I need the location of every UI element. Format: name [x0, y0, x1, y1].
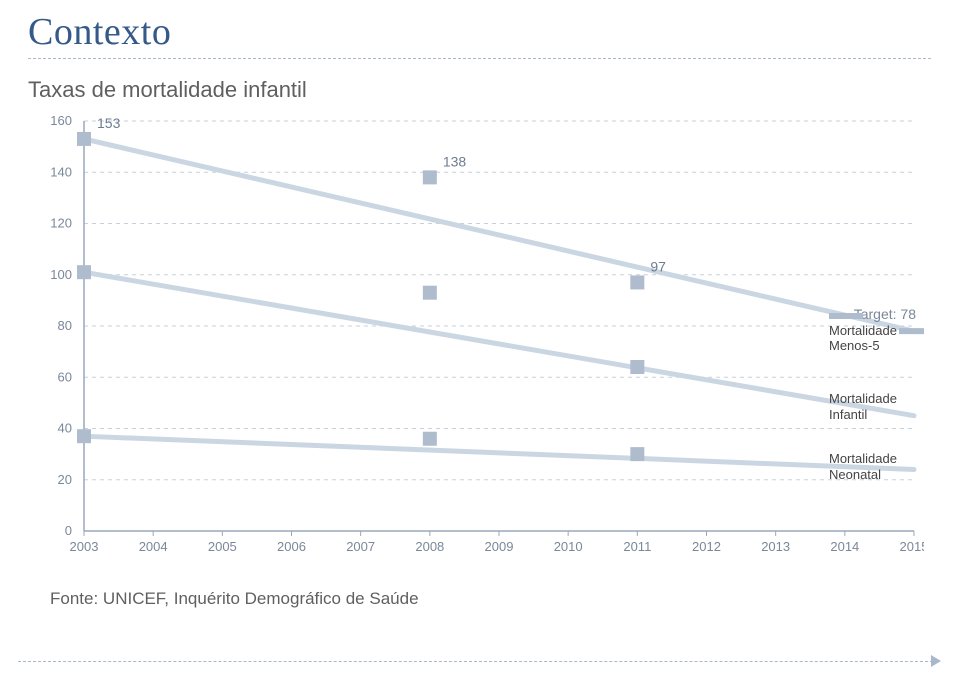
svg-text:2013: 2013	[761, 539, 790, 554]
svg-text:138: 138	[443, 153, 467, 169]
svg-text:40: 40	[58, 421, 72, 436]
svg-text:2010: 2010	[554, 539, 583, 554]
svg-text:140: 140	[50, 164, 72, 179]
svg-text:0: 0	[65, 523, 72, 538]
legend-infantil: MortalidadeInfantil	[829, 391, 897, 422]
svg-text:2014: 2014	[830, 539, 859, 554]
svg-text:120: 120	[50, 216, 72, 231]
svg-text:2007: 2007	[346, 539, 375, 554]
svg-text:80: 80	[58, 318, 72, 333]
source-footnote: Fonte: UNICEF, Inquérito Demográfico de …	[0, 581, 959, 609]
svg-text:2008: 2008	[415, 539, 444, 554]
legend-neonatal: MortalidadeNeonatal	[829, 451, 897, 482]
slide: Contexto Taxas de mortalidade infantil 0…	[0, 0, 959, 685]
mortality-chart: 0 20 40 60 80 100 120 140 160 2003 2004 2005 2006 200…	[24, 111, 924, 581]
svg-text:160: 160	[50, 113, 72, 128]
svg-text:20: 20	[58, 472, 72, 487]
svg-text:100: 100	[50, 267, 72, 282]
svg-text:153: 153	[97, 115, 121, 131]
svg-text:97: 97	[650, 258, 666, 274]
subtitle: Taxas de mortalidade infantil	[0, 59, 959, 103]
footer-divider	[18, 655, 941, 667]
svg-text:2006: 2006	[277, 539, 306, 554]
svg-text:2012: 2012	[692, 539, 721, 554]
svg-text:2003: 2003	[70, 539, 99, 554]
arrow-right-icon	[931, 655, 941, 667]
chart-svg: 0 20 40 60 80 100 120 140 160 2003 2004 2005 2006 200…	[24, 111, 924, 581]
svg-text:2009: 2009	[485, 539, 514, 554]
svg-text:60: 60	[58, 369, 72, 384]
svg-text:2015: 2015	[900, 539, 924, 554]
svg-text:2011: 2011	[623, 539, 651, 554]
svg-text:2005: 2005	[208, 539, 237, 554]
svg-text:2004: 2004	[139, 539, 168, 554]
page-title: Contexto	[0, 0, 959, 54]
legend-menos5: MortalidadeMenos-5	[829, 307, 897, 354]
